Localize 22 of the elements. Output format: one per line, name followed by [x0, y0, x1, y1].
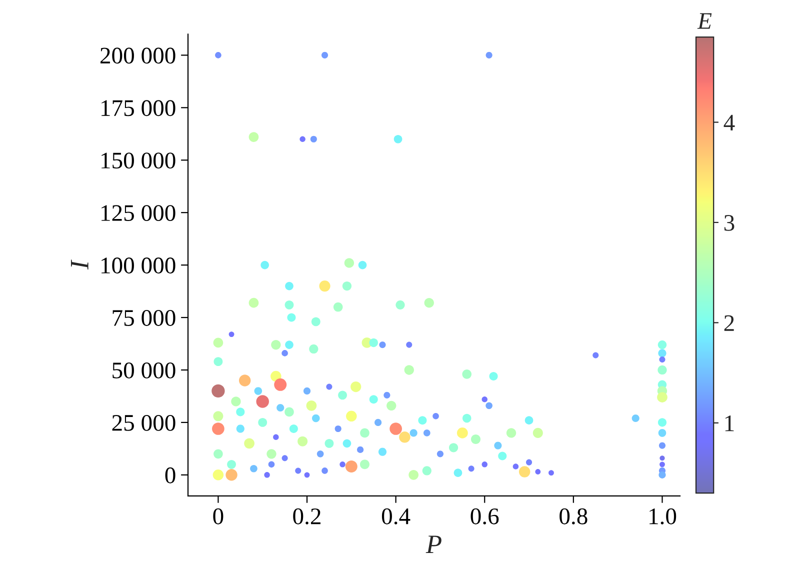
color-bar-label: 2 — [724, 315, 734, 331]
y-tick-label: 75 000 — [112, 310, 176, 326]
color-bar-title: E — [697, 13, 712, 29]
x-tick-label: 0.2 — [293, 508, 320, 524]
y-tick-label: 175 000 — [102, 100, 176, 116]
x-tick-label: 1.0 — [650, 508, 676, 524]
y-tick-label: 125 000 — [102, 205, 176, 222]
color-bar-label: 1 — [725, 416, 734, 432]
x-axis-title: P — [426, 536, 442, 553]
color-bar-label: 3 — [724, 215, 734, 231]
y-tick-label: 100 000 — [102, 258, 176, 274]
y-tick-label: 200 000 — [100, 48, 176, 64]
y-tick-label: 150 000 — [102, 152, 176, 169]
color-bar-label: 4 — [724, 114, 735, 130]
x-tick-label: 0.4 — [382, 508, 410, 524]
y-tick-label: 50 000 — [112, 362, 176, 378]
y-axis-title: I — [71, 260, 88, 270]
x-tick-label: 0.6 — [470, 508, 499, 524]
x-tick-label: 0.8 — [560, 508, 588, 524]
y-tick-label: 25 000 — [112, 414, 176, 431]
y-tick-label: 0 — [165, 467, 176, 484]
x-tick-label: 0 — [213, 508, 224, 524]
